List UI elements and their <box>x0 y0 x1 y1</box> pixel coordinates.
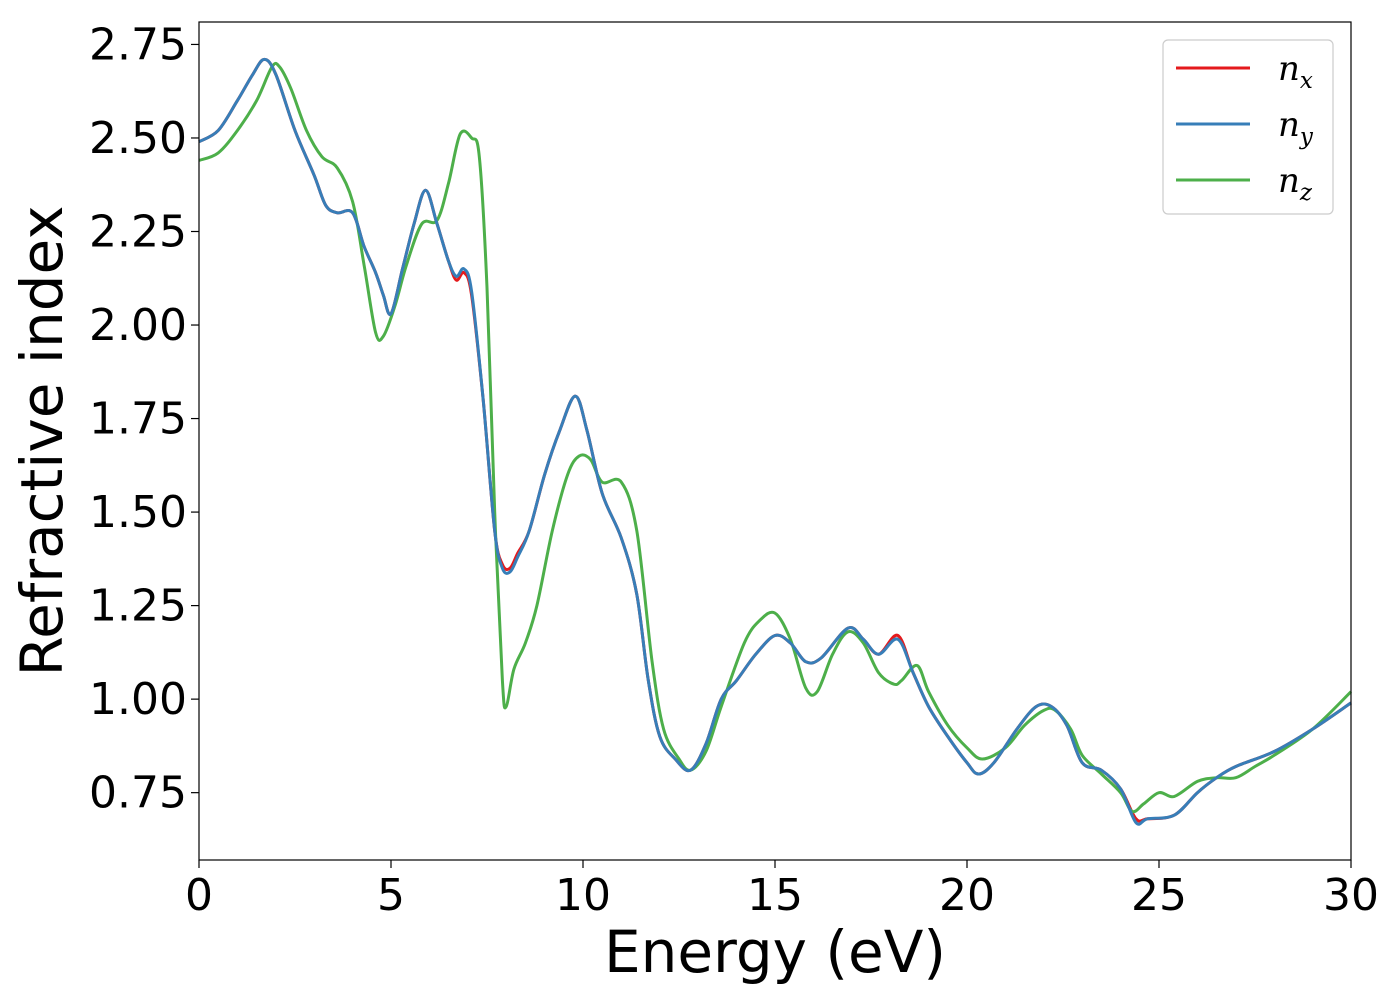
series-line-n-y <box>198 57 1352 826</box>
legend-label-subscript: y <box>1299 124 1314 150</box>
x-tick-label: 20 <box>939 870 995 921</box>
y-tick-label: 2.75 <box>89 19 187 70</box>
x-tick-label: 30 <box>1323 870 1379 921</box>
series-line-n-z <box>198 61 1353 814</box>
y-tick-label: 1.00 <box>89 674 187 725</box>
legend-box <box>1162 39 1334 215</box>
y-tick-label: 1.25 <box>89 581 187 632</box>
legend-label-subscript: z <box>1299 180 1313 206</box>
y-tick-label: 2.00 <box>89 300 187 351</box>
series-lines <box>198 57 1353 826</box>
y-tick-label: 1.50 <box>89 487 187 538</box>
x-tick-label: 0 <box>185 870 213 921</box>
legend-label-subscript: x <box>1300 68 1313 94</box>
x-tick-label: 10 <box>555 870 611 921</box>
legend-label: nx <box>1278 49 1313 94</box>
x-tick-label: 5 <box>377 870 405 921</box>
y-tick-label: 2.50 <box>89 113 187 164</box>
x-axis-ticks: 0 5 10 15 20 25 30 <box>185 860 1379 921</box>
y-tick-label: 2.25 <box>89 207 187 258</box>
y-tick-label: 0.75 <box>89 768 187 819</box>
legend-label-base: n <box>1278 105 1300 145</box>
y-tick-label: 1.75 <box>89 394 187 445</box>
y-axis-ticks: 0.75 1.00 1.25 1.50 1.75 2.00 2.25 2.50 2.75 <box>89 19 199 819</box>
x-axis-title: Energy (eV) <box>604 918 946 986</box>
plot-frame <box>198 21 1352 861</box>
x-tick-label: 25 <box>1131 870 1187 921</box>
x-tick-label: 15 <box>747 870 803 921</box>
y-axis-title: Refractive index <box>8 205 76 676</box>
legend-label-base: n <box>1278 161 1300 201</box>
legend-label-base: n <box>1278 49 1300 89</box>
legend-label: ny <box>1278 105 1314 150</box>
legend-label: nz <box>1278 161 1313 206</box>
